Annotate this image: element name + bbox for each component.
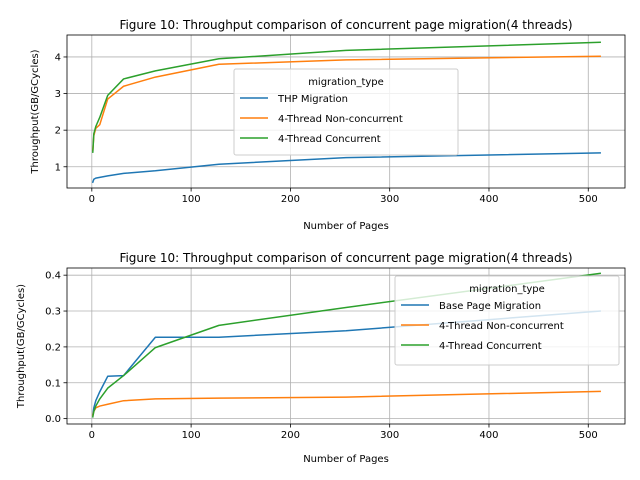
series-group <box>91 41 601 184</box>
series-group <box>91 272 602 418</box>
x-tick-label: 200 <box>281 430 300 441</box>
x-tick-label: 0 <box>89 430 95 441</box>
legend-frame <box>233 68 459 156</box>
series-line-3 <box>92 41 601 153</box>
x-axis-label: Number of Pages <box>303 221 389 232</box>
legend-label-1: Base Page Migration <box>439 301 541 312</box>
legend-title: migration_type <box>469 284 545 295</box>
x-tick-label: 400 <box>479 194 498 205</box>
x-tick-label: 500 <box>579 194 598 205</box>
legend: migration_type THP Migration 4-Thread Non-… <box>233 68 459 156</box>
x-tick-label: 100 <box>182 430 201 441</box>
series-line-1 <box>91 152 601 184</box>
y-tick-label: 4 <box>55 52 61 63</box>
x-tick-label: 300 <box>380 194 399 205</box>
x-tick-label: 200 <box>281 194 300 205</box>
x-tick-label: 0 <box>89 194 95 205</box>
plot-frame <box>66 267 626 425</box>
chart-panel-2: 0 100 200 300 400 500 0.0 0.1 0.2 0.3 0.4 Number of… <box>16 251 626 465</box>
plot-frame <box>66 34 626 189</box>
series-line-2 <box>91 390 601 416</box>
y-tick-label: 0.4 <box>45 271 61 282</box>
y-axis-label: Throughput(GB/GCycles) <box>30 49 41 174</box>
x-axis-label: Number of Pages <box>303 454 389 465</box>
legend-label-2: 4-Thread Non-concurrent <box>439 321 564 332</box>
legend-label-3: 4-Thread Concurrent <box>439 341 542 352</box>
y-tick-label: 0.3 <box>45 307 61 318</box>
chart-panel-1: 0 100 200 300 400 500 1 2 3 4 Number of Pages Throu… <box>30 18 626 232</box>
legend-label-3: 4-Thread Concurrent <box>278 134 381 145</box>
chart-title: Figure 10: Throughput comparison of conc… <box>119 18 572 32</box>
x-tick-label: 400 <box>479 430 498 441</box>
y-axis-label: Throughput(GB/GCycles) <box>16 284 27 409</box>
y-tick-label: 0.0 <box>45 414 61 425</box>
legend-frame <box>394 275 620 366</box>
y-tick-label: 3 <box>55 89 61 100</box>
series-line-1 <box>91 310 601 416</box>
legend-label-2: 4-Thread Non-concurrent <box>278 114 403 125</box>
y-tick-label: 1 <box>55 162 61 173</box>
chart-title: Figure 10: Throughput comparison of conc… <box>119 251 572 265</box>
x-tick-label: 100 <box>182 194 201 205</box>
y-tick-label: 2 <box>55 126 61 137</box>
x-tick-label: 500 <box>579 430 598 441</box>
legend-label-1: THP Migration <box>277 94 348 105</box>
x-tick-label: 300 <box>380 430 399 441</box>
series-line-3 <box>91 272 602 418</box>
legend-title: migration_type <box>308 77 384 88</box>
legend: migration_type Base Page Migration 4-Threa… <box>394 275 620 366</box>
y-tick-label: 0.2 <box>45 342 61 353</box>
y-tick-label: 0.1 <box>45 378 61 389</box>
